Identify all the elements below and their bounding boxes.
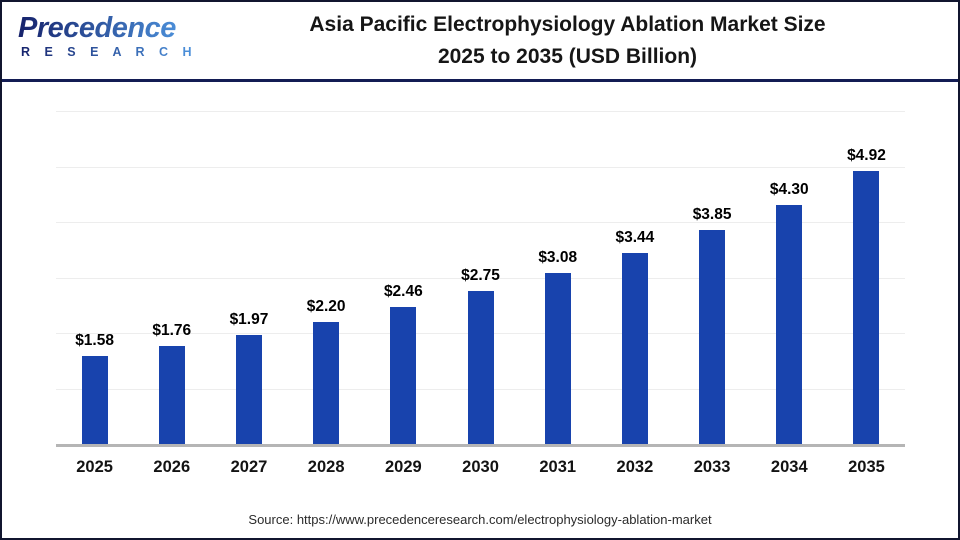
bar bbox=[699, 230, 726, 444]
x-tick-label: 2031 bbox=[539, 458, 577, 476]
bar-column: $4.30 bbox=[751, 83, 828, 444]
x-axis-labels: 2025 2026 2027 2028 2029 2030 2031 2032 2033 2034… bbox=[56, 458, 905, 477]
bar-column: $2.75 bbox=[442, 83, 519, 444]
bar-column: $3.85 bbox=[674, 83, 751, 444]
x-tick-label: 2035 bbox=[848, 458, 885, 476]
gridline bbox=[56, 166, 905, 168]
x-tick-label: 2032 bbox=[616, 458, 654, 476]
bar bbox=[467, 291, 494, 444]
value-label: $1.58 bbox=[75, 332, 114, 350]
gridline bbox=[56, 111, 905, 112]
chart-title: Asia Pacific Electrophysiology Ablation … bbox=[309, 9, 825, 73]
value-label: $3.08 bbox=[538, 249, 578, 267]
gridline bbox=[56, 277, 905, 279]
bar bbox=[853, 170, 880, 444]
logo-subtext: R E S E A R C H bbox=[18, 46, 197, 59]
x-tick-label: 2030 bbox=[462, 458, 499, 476]
bar-column: $2.20 bbox=[288, 83, 365, 444]
bar bbox=[81, 356, 108, 444]
bar-column: $1.97 bbox=[210, 83, 287, 444]
value-label: $4.92 bbox=[847, 146, 886, 164]
value-label: $2.20 bbox=[306, 297, 346, 315]
value-label: $2.75 bbox=[461, 267, 500, 285]
bar bbox=[776, 205, 803, 444]
bar-chart-plot: $1.58 $1.76 $1.97 $2.20 $2.46 $2.75 $3.08 $3.44… bbox=[56, 83, 905, 447]
bar-column: $4.92 bbox=[828, 83, 905, 444]
bar bbox=[621, 253, 648, 444]
x-tick-label: 2025 bbox=[76, 458, 113, 476]
bar-column: $3.08 bbox=[519, 83, 596, 444]
bar bbox=[235, 334, 262, 444]
bar bbox=[544, 273, 571, 444]
bar bbox=[313, 321, 340, 444]
bar-column: $1.76 bbox=[133, 83, 210, 444]
bar-columns: $1.58 $1.76 $1.97 $2.20 $2.46 $2.75 $3.08 $3.44… bbox=[56, 83, 905, 444]
bar bbox=[390, 307, 417, 444]
bar bbox=[158, 346, 185, 444]
value-label: $2.46 bbox=[383, 283, 423, 301]
x-tick-label: 2027 bbox=[230, 458, 268, 476]
value-label: $3.44 bbox=[615, 229, 655, 247]
chart-title-line1: Asia Pacific Electrophysiology Ablation … bbox=[309, 12, 826, 36]
source-text: Source: https://www.precedenceresearch.c… bbox=[248, 512, 712, 527]
source-line: Source: https://www.precedenceresearch.c… bbox=[2, 512, 958, 527]
x-tick-label: 2029 bbox=[384, 458, 422, 476]
header: Precedence R E S E A R C H Asia Pacific … bbox=[2, 2, 958, 82]
gridline bbox=[56, 222, 905, 223]
logo-wordmark: Precedence bbox=[18, 14, 197, 43]
precedence-research-logo: Precedence R E S E A R C H bbox=[18, 14, 197, 59]
value-label: $4.30 bbox=[769, 181, 809, 199]
bar-column: $3.44 bbox=[596, 83, 673, 444]
value-label: $1.76 bbox=[152, 322, 192, 340]
x-tick-label: 2026 bbox=[153, 458, 191, 476]
x-tick-label: 2028 bbox=[307, 458, 345, 476]
chart-title-line2: 2025 to 2035 (USD Billion) bbox=[437, 44, 698, 68]
bar-column: $2.46 bbox=[365, 83, 442, 444]
bar-column: $1.58 bbox=[56, 83, 133, 444]
value-label: $3.85 bbox=[692, 206, 732, 224]
x-tick-label: 2033 bbox=[693, 458, 731, 476]
value-label: $1.97 bbox=[229, 310, 269, 328]
x-tick-label: 2034 bbox=[770, 458, 808, 476]
